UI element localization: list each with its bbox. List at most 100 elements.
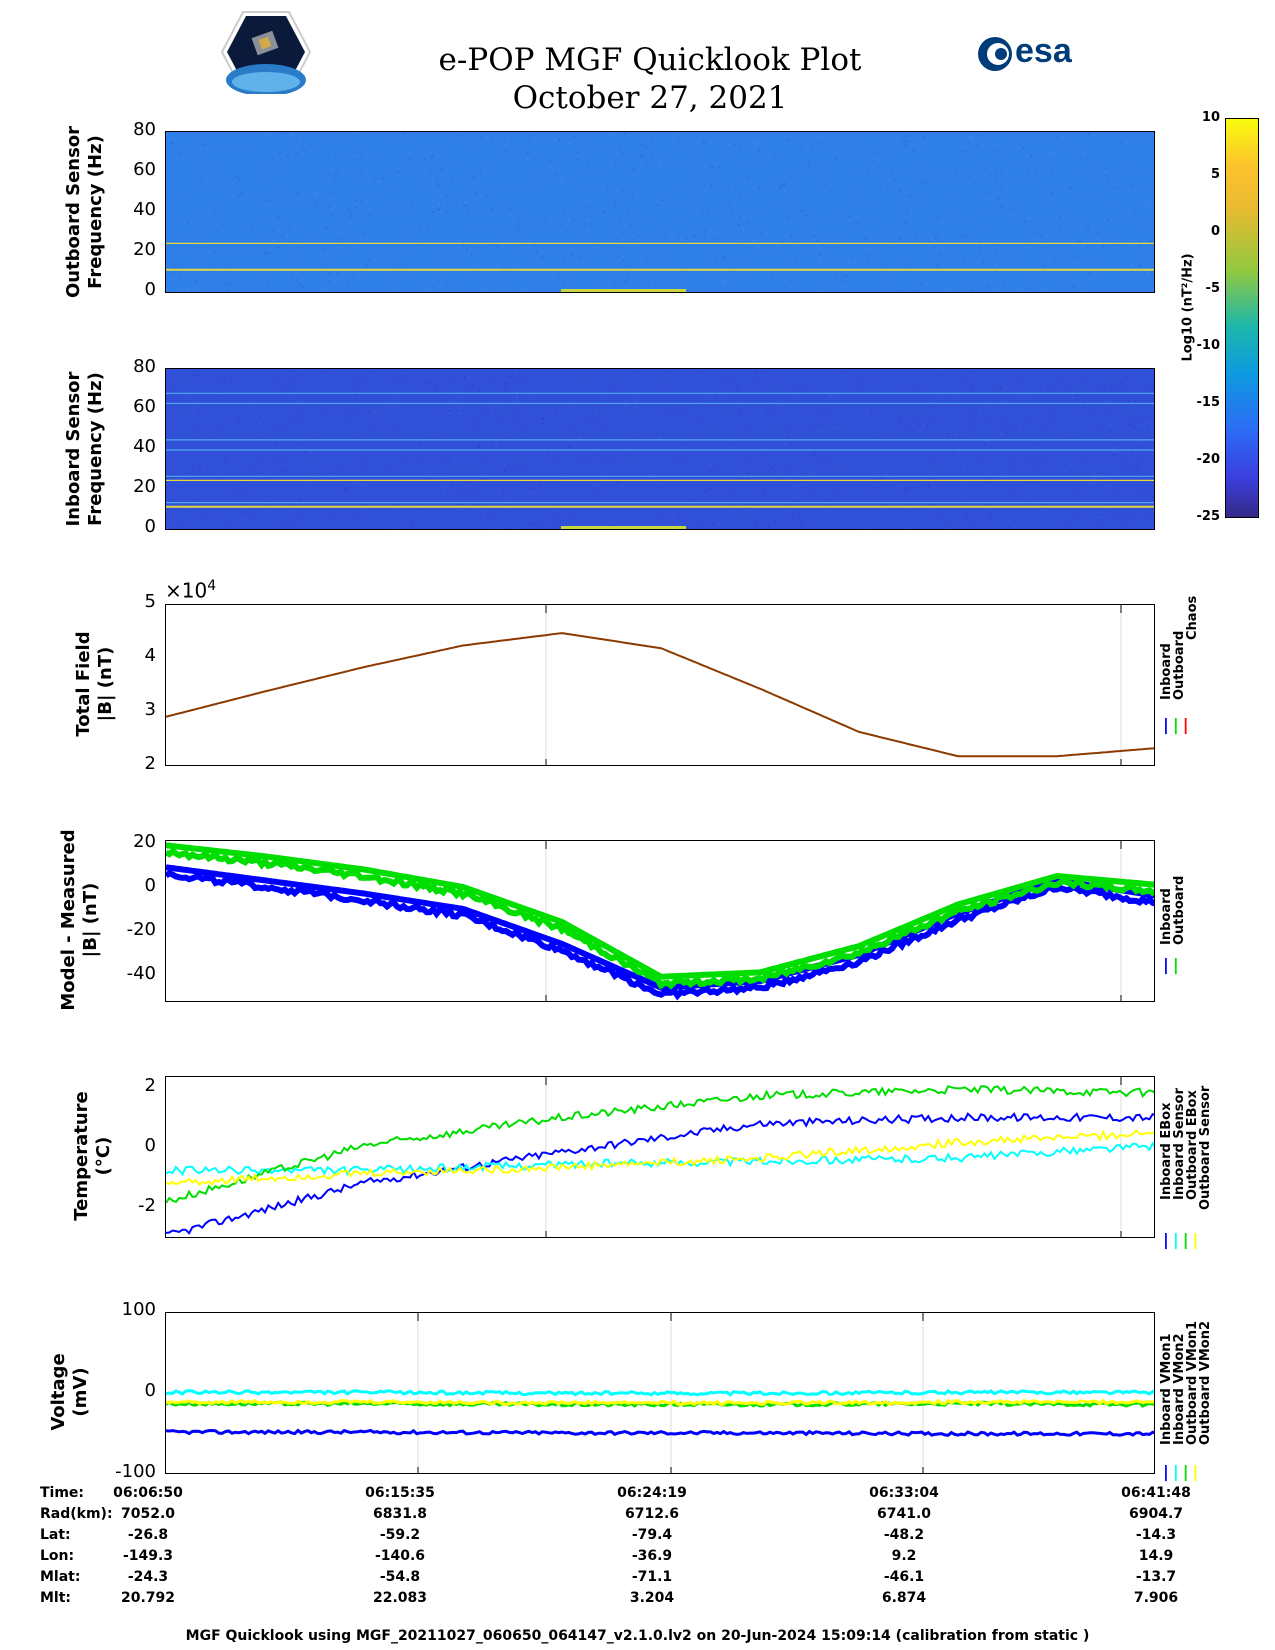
spectrogram-noise bbox=[889, 371, 892, 374]
spectrogram-noise bbox=[484, 227, 487, 230]
spectrogram-noise bbox=[893, 178, 896, 181]
spectrogram-noise bbox=[1076, 517, 1079, 520]
spectrogram-noise bbox=[381, 263, 384, 266]
spectrogram-noise bbox=[970, 234, 973, 237]
spectrogram-noise bbox=[577, 174, 580, 177]
spectrogram-noise bbox=[1044, 288, 1047, 291]
spectrogram-noise bbox=[508, 375, 511, 378]
spectrogram-noise bbox=[354, 200, 357, 203]
spectrogram-noise bbox=[182, 477, 185, 479]
spectrogram-noise bbox=[763, 492, 765, 495]
spectrogram-noise bbox=[1084, 408, 1087, 411]
spectrogram-noise bbox=[1143, 248, 1146, 251]
spectrogram-noise bbox=[735, 231, 738, 234]
spectrogram-noise bbox=[808, 160, 811, 162]
spectrogram-noise bbox=[708, 488, 711, 491]
spectrogram-noise bbox=[774, 500, 777, 503]
spectrogram-noise bbox=[748, 133, 751, 136]
spectrogram-noise bbox=[982, 192, 985, 195]
spectrogram-noise bbox=[643, 275, 646, 278]
spectrogram-noise bbox=[527, 157, 529, 160]
spectrogram-noise bbox=[1094, 177, 1097, 180]
spectrogram-noise bbox=[212, 151, 215, 154]
spectrogram-noise bbox=[528, 522, 531, 525]
spectrogram-noise bbox=[920, 204, 922, 207]
spectrogram-noise bbox=[700, 433, 702, 436]
spectrogram-noise bbox=[516, 427, 519, 430]
spectrogram-noise bbox=[441, 204, 444, 206]
spectrogram-noise bbox=[485, 411, 488, 414]
spectrogram-noise bbox=[1070, 471, 1073, 474]
spectrogram-noise bbox=[290, 377, 293, 379]
spectrogram-noise bbox=[890, 238, 893, 241]
spectrogram-noise bbox=[490, 139, 493, 142]
spectrogram-noise bbox=[278, 428, 281, 431]
spectrogram-noise bbox=[787, 430, 790, 433]
spectrogram-noise bbox=[278, 456, 281, 459]
spectrogram-noise bbox=[986, 286, 989, 289]
spectrogram-noise bbox=[1068, 280, 1071, 283]
spectrogram-noise bbox=[401, 490, 404, 493]
spectrogram-noise bbox=[947, 435, 950, 438]
y-tick: 0 bbox=[144, 1380, 156, 1401]
spectrogram-noise bbox=[819, 261, 822, 264]
spectrogram-noise bbox=[1009, 204, 1012, 207]
spectrogram-noise bbox=[1051, 171, 1054, 174]
spectrogram-noise bbox=[705, 521, 708, 524]
spectrogram-noise bbox=[566, 476, 569, 479]
spectrogram-noise bbox=[257, 276, 260, 279]
spectrogram-noise bbox=[179, 176, 182, 179]
spectrogram-noise bbox=[548, 469, 551, 472]
spectrogram-noise bbox=[494, 266, 497, 269]
spectrogram-noise bbox=[1095, 493, 1098, 496]
spectrogram-noise bbox=[1135, 243, 1138, 246]
spectrogram-noise bbox=[680, 184, 683, 187]
spectrogram-noise bbox=[233, 426, 236, 429]
series-line-chaos bbox=[166, 632, 1154, 758]
spectrogram-noise bbox=[1140, 445, 1143, 448]
spectrogram-noise bbox=[340, 229, 343, 231]
spectrogram-noise bbox=[554, 140, 557, 143]
spectrogram-noise bbox=[878, 169, 881, 172]
spectrogram-noise bbox=[832, 494, 835, 497]
spectrogram-noise bbox=[480, 136, 483, 139]
spectrogram-noise bbox=[791, 384, 794, 386]
spectrogram-noise bbox=[833, 257, 836, 260]
y-tick: 0 bbox=[144, 279, 156, 300]
spectrogram-noise bbox=[240, 445, 242, 448]
spectrogram-noise bbox=[1138, 265, 1141, 268]
spectrogram-noise bbox=[770, 466, 773, 469]
spectrogram-noise bbox=[1024, 287, 1026, 290]
spectrogram-noise bbox=[458, 469, 461, 471]
spectrogram-noise bbox=[776, 274, 779, 277]
spectrogram-noise bbox=[868, 253, 871, 256]
spectrogram-noise bbox=[367, 221, 370, 224]
spectrogram-noise bbox=[1134, 468, 1137, 471]
spectrogram-noise bbox=[554, 173, 556, 176]
volt-ylabel-l2: (mV) bbox=[70, 1367, 91, 1417]
spectrogram-noise bbox=[1104, 174, 1107, 177]
spectrogram-noise bbox=[356, 155, 359, 158]
y-tick: 3 bbox=[144, 699, 156, 720]
spectrogram-noise bbox=[389, 137, 392, 140]
spectrogram-noise bbox=[775, 374, 777, 377]
spectrogram-noise bbox=[1111, 386, 1113, 388]
spectrogram-noise bbox=[471, 383, 474, 386]
spectrogram-noise bbox=[915, 385, 918, 388]
spectrogram-noise bbox=[1045, 455, 1048, 457]
spectrogram-noise bbox=[190, 411, 193, 414]
spectrogram-noise bbox=[302, 271, 305, 274]
spectrogram-noise bbox=[1004, 208, 1007, 211]
spectrogram-noise bbox=[855, 221, 858, 223]
spectrogram-noise bbox=[188, 471, 191, 474]
spectrogram-noise bbox=[425, 380, 427, 383]
spectrogram-noise bbox=[462, 430, 464, 433]
spectrogram-noise bbox=[784, 443, 787, 446]
spectrogram-noise bbox=[882, 467, 885, 470]
spectrogram-noise bbox=[1151, 496, 1154, 499]
spectrogram-noise bbox=[1020, 439, 1023, 442]
info-label-mlt: Mlt: bbox=[40, 1590, 72, 1606]
spectrogram-noise bbox=[722, 151, 725, 154]
spectrogram-noise bbox=[909, 194, 911, 197]
spectrogram-noise bbox=[768, 454, 770, 457]
